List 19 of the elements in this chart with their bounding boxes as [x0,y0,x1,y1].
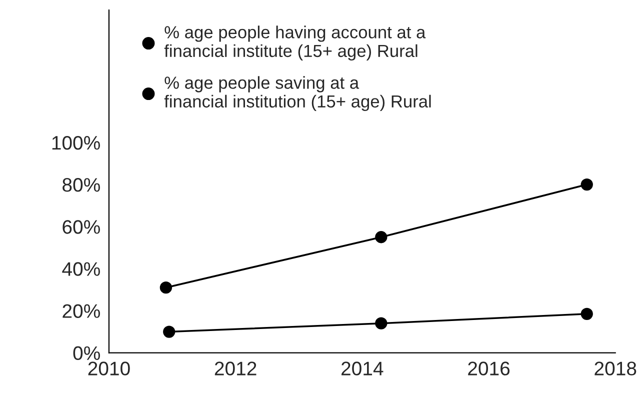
y-tick-label: 80% [62,178,100,192]
point [375,317,388,330]
point [375,231,388,244]
x-tick-label: 2014 [342,362,384,376]
y-tick-label: 60% [62,220,100,234]
y-tick-label: 20% [62,304,100,318]
x-tick-label: 2016 [468,362,510,376]
y-tick-label: 0% [73,346,100,360]
legend-label: % age people saving at a financial institution (15+ age) Rural [164,76,431,112]
y-tick-label: 40% [62,262,100,276]
legend-label: % age people having account at a financial institute (15+ age) Rural [164,26,426,61]
y-tick-label: 100% [52,136,100,150]
x-tick-label: 2012 [214,362,256,376]
point [580,178,593,191]
point [160,282,172,294]
x-tick-label: 2018 [594,362,636,376]
point [580,308,593,320]
x-tick-label: 2010 [88,362,130,376]
point [163,326,176,338]
